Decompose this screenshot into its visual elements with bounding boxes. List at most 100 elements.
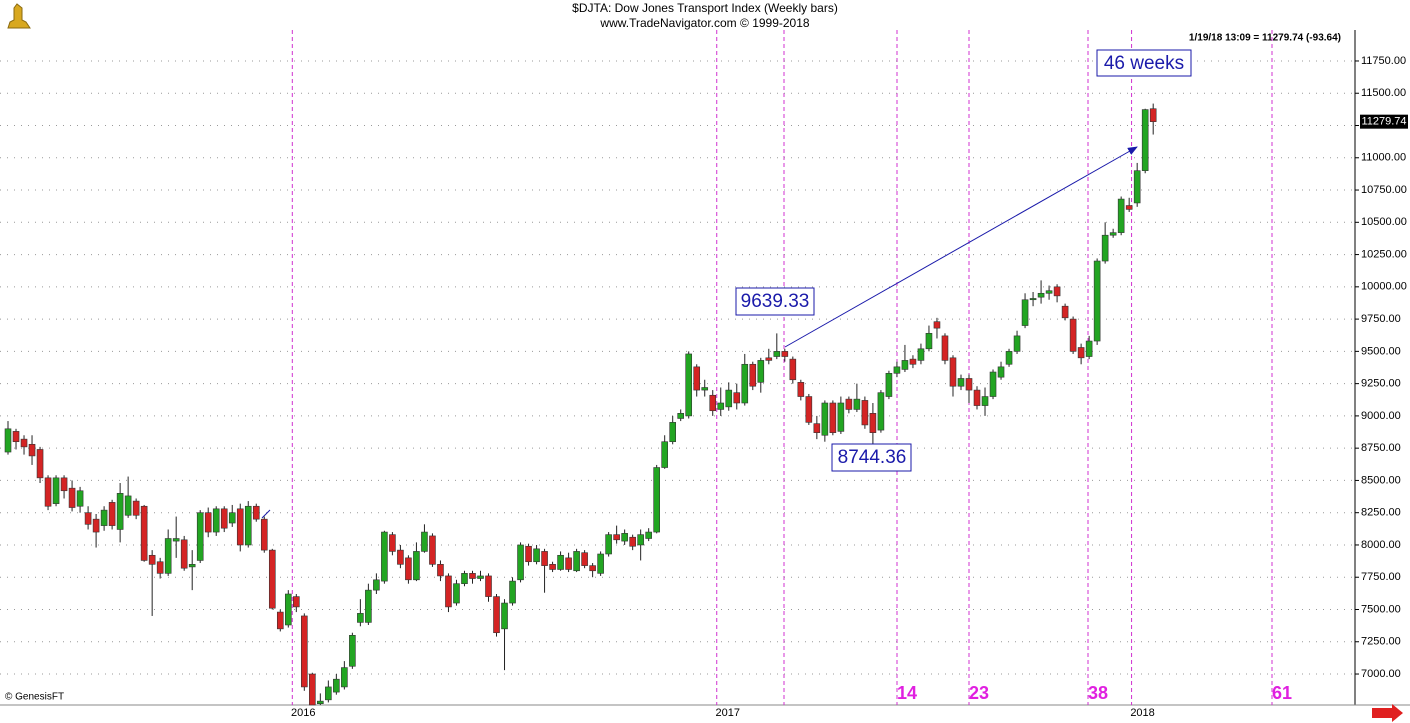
candle-body <box>525 545 532 563</box>
y-tick-label: 8250.00 <box>1361 507 1401 519</box>
candle-body <box>4 428 12 453</box>
candle-body <box>1093 260 1101 342</box>
candle-body <box>917 348 925 361</box>
candle-body <box>853 398 861 410</box>
candle-body <box>333 678 340 693</box>
high-label: 9639.33 <box>741 291 810 312</box>
candle-body <box>28 443 36 457</box>
candle-body <box>893 366 901 374</box>
candle-body <box>188 564 196 568</box>
y-tick-label: 8000.00 <box>1361 539 1401 551</box>
y-tick-label: 7250.00 <box>1361 636 1401 648</box>
y-tick-label: 11750.00 <box>1361 55 1406 67</box>
candle-body <box>517 544 524 581</box>
cycle-label: 14 <box>897 683 917 703</box>
candle-body <box>68 487 76 508</box>
candle-body <box>1021 299 1029 326</box>
candle-body <box>1085 340 1093 357</box>
candle-body <box>36 449 44 479</box>
candle-body <box>196 512 204 561</box>
candle-body <box>581 552 588 566</box>
candle-body <box>549 564 556 570</box>
candle-body <box>445 575 452 608</box>
scroll-arrow[interactable] <box>1372 704 1403 722</box>
candle-body <box>829 402 837 433</box>
y-tick-label: 10000.00 <box>1361 281 1407 293</box>
candle-body <box>493 596 500 634</box>
candle-body <box>204 512 212 533</box>
candle-body <box>885 373 893 397</box>
y-tick-label: 10250.00 <box>1361 248 1407 260</box>
candle-body <box>421 531 428 552</box>
candle-body <box>821 402 829 436</box>
y-tick-label: 10750.00 <box>1361 184 1407 196</box>
candle-body <box>677 413 685 419</box>
y-tick-label: 11000.00 <box>1361 152 1406 164</box>
candle-body <box>317 700 324 705</box>
candle-body <box>501 602 508 630</box>
y-tick-label: 9000.00 <box>1361 410 1401 422</box>
candle-body <box>132 500 140 516</box>
candle-body <box>293 596 300 608</box>
candle-body <box>341 667 348 688</box>
y-tick-label: 9750.00 <box>1361 313 1401 325</box>
candle-body <box>381 531 388 582</box>
candle-body <box>1053 286 1061 297</box>
y-tick-label: 11500.00 <box>1361 87 1406 99</box>
candle-body <box>397 549 404 565</box>
candle-body <box>373 579 380 591</box>
candle-body <box>477 575 484 579</box>
candle-body <box>749 363 757 387</box>
candle-body <box>989 371 997 397</box>
candle-body <box>973 389 981 406</box>
y-tick-label: 8750.00 <box>1361 442 1401 454</box>
candle-body <box>365 589 372 623</box>
chart-subtitle: www.TradeNavigator.com © 1999-2018 <box>599 16 809 30</box>
y-tick-label: 7500.00 <box>1361 603 1401 615</box>
candle-body <box>1029 298 1037 301</box>
candle-body <box>909 358 917 365</box>
candle-body <box>244 505 252 546</box>
candle-body <box>485 575 492 597</box>
candle-body <box>661 441 668 468</box>
candle-body <box>236 508 244 546</box>
price-tag <box>1360 114 1408 129</box>
candle-body <box>148 554 156 565</box>
candle-body <box>100 509 108 526</box>
candle-body <box>12 431 20 443</box>
candle-body <box>140 505 148 561</box>
candle-body <box>685 353 693 417</box>
y-tick-label: 10500.00 <box>1361 216 1407 228</box>
candle-body <box>1141 109 1149 171</box>
candle-body <box>757 360 765 383</box>
chart-title: $DJTA: Dow Jones Transport Index (Weekly… <box>572 1 838 15</box>
x-tick-label: 2017 <box>715 707 739 719</box>
candle-body <box>813 423 821 433</box>
candles <box>4 103 1157 706</box>
candle-body <box>325 686 332 701</box>
y-tick-label: 7000.00 <box>1361 668 1401 680</box>
candle-body <box>797 382 805 397</box>
candle-body <box>1037 292 1045 298</box>
candle-body <box>116 493 124 530</box>
candle-body <box>1013 335 1021 352</box>
candle-body <box>301 615 308 688</box>
candle-body <box>997 366 1005 378</box>
candle-body <box>84 512 92 525</box>
candle-body <box>701 387 709 391</box>
candle-body <box>933 321 941 329</box>
candle-body <box>309 673 316 706</box>
candle-body <box>276 611 284 630</box>
candle-body <box>877 392 885 431</box>
x-tick-label: 2018 <box>1130 707 1154 719</box>
candle-body <box>180 539 188 569</box>
candle-body <box>805 396 813 423</box>
y-tick-label: 9500.00 <box>1361 345 1401 357</box>
candle-body <box>76 490 84 507</box>
candle-body <box>861 400 869 426</box>
candle-body <box>52 477 60 504</box>
candle-body <box>597 553 604 574</box>
candle-body <box>693 366 701 391</box>
candle-body <box>108 502 116 526</box>
